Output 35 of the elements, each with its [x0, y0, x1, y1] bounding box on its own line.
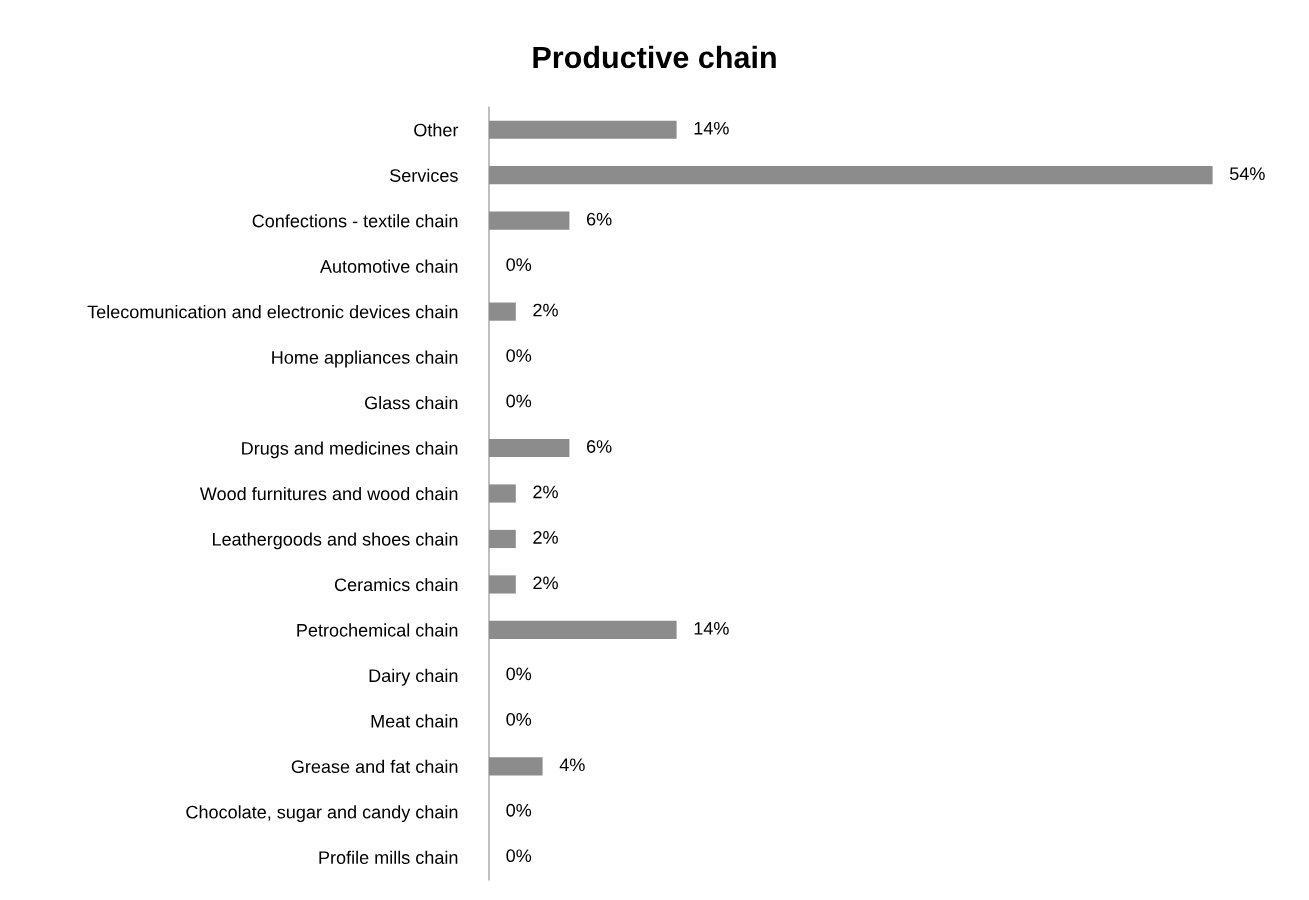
data-label: 0% [506, 394, 532, 408]
y-tick-label: Dairy chain [369, 668, 458, 686]
data-label: 0% [506, 712, 532, 726]
y-tick-label: Meat chain [371, 714, 458, 728]
y-tick-label: Home appliances chain [272, 350, 458, 368]
y-tick-label: Grease and fat chain [291, 759, 458, 774]
y-tick-label: Automotive chain [319, 259, 458, 273]
y-tick-label: Wood furnitures and wood chain [199, 486, 458, 501]
y-tick-label: Drugs and medicines chain [242, 441, 458, 459]
y-tick-label: Other [414, 123, 459, 137]
data-label: 0% [506, 667, 532, 681]
data-label: 14% [694, 622, 729, 635]
y-tick-label: Services [390, 168, 458, 182]
y-tick-label: Leathergoods and shoes chain [213, 532, 458, 550]
data-label: 6% [586, 440, 612, 453]
data-label: 14% [694, 121, 729, 135]
data-label: 2% [533, 485, 558, 499]
data-label: 0% [506, 258, 532, 271]
data-label: 0% [506, 849, 532, 863]
y-tick-label: Chocolate, sugar and candy chain [186, 805, 458, 823]
y-tick-label: Telecomunication and electronic devices chain [87, 305, 458, 319]
data-label: 0% [506, 803, 532, 817]
data-label: 54% [1229, 167, 1265, 181]
y-tick-label: Confections - textile chain [252, 214, 458, 228]
y-tick-label: Petrochemical chain [297, 623, 458, 637]
data-label: 2% [533, 576, 558, 590]
y-tick-label: Ceramics chain [334, 577, 458, 592]
y-tick-label: Glass chain [365, 396, 458, 410]
data-label: 4% [559, 758, 585, 772]
data-label: 0% [506, 349, 532, 362]
chart-title: Productive chain [533, 45, 776, 69]
y-tick-label: Profile mills chain [319, 850, 458, 864]
data-label: 2% [533, 303, 558, 317]
data-label: 2% [533, 531, 558, 544]
data-label: 6% [586, 212, 612, 226]
